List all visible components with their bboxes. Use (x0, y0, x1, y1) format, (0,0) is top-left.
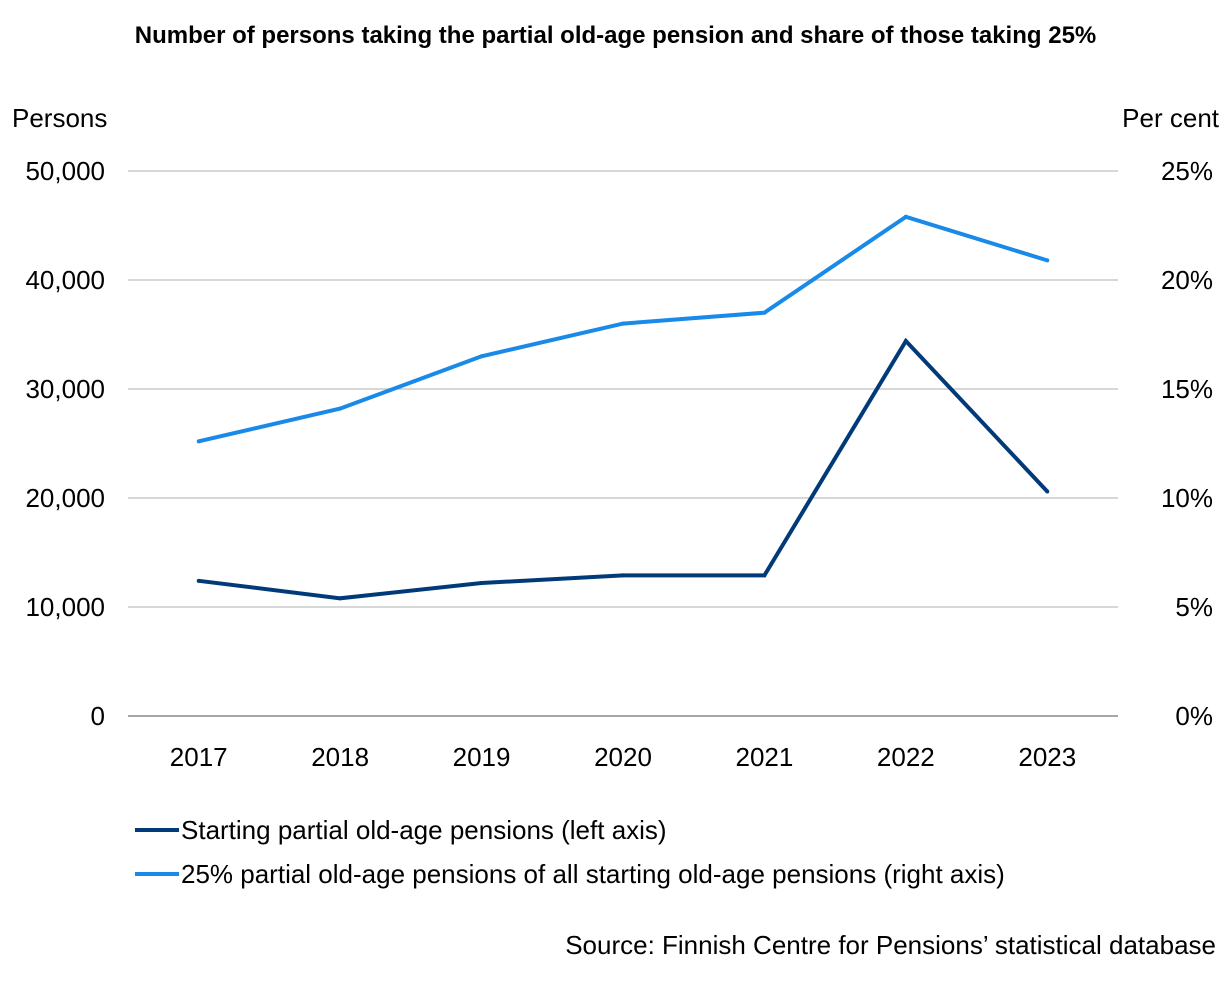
legend-item-25pct-share[interactable]: 25% partial old-age pensions of all star… (135, 852, 1005, 896)
right-tick-label: 5% (1175, 592, 1213, 622)
chart-title: Number of persons taking the partial old… (134, 22, 1097, 49)
series-line-25pct-share[interactable] (198, 214, 1048, 444)
data-point[interactable] (903, 339, 908, 344)
data-point[interactable] (762, 310, 767, 315)
data-point[interactable] (338, 406, 343, 411)
data-point[interactable] (1045, 258, 1050, 263)
left-tick-label: 40,000 (25, 265, 105, 295)
right-tick-label: 0% (1175, 701, 1213, 731)
right-axis-ticks: 0% 5% 10% 15% 20% 25% (1161, 156, 1213, 731)
right-axis-label: Per cent (1122, 103, 1220, 133)
data-point[interactable] (479, 581, 484, 586)
data-point[interactable] (196, 439, 201, 444)
legend-swatch-dark (135, 828, 179, 832)
x-tick-label: 2023 (1018, 742, 1076, 772)
legend-swatch-light (135, 872, 179, 876)
left-tick-label: 50,000 (25, 156, 105, 186)
data-point[interactable] (621, 321, 625, 326)
x-tick-label: 2017 (170, 742, 228, 772)
right-tick-label: 15% (1161, 374, 1213, 404)
left-axis-label: Persons (12, 103, 107, 133)
source-note: Source: Finnish Centre for Pensions’ sta… (565, 930, 1216, 960)
x-tick-label: 2020 (594, 742, 652, 772)
x-axis-ticks: 2017 2018 2019 2020 2021 2022 2023 (170, 742, 1076, 772)
legend-label: 25% partial old-age pensions of all star… (181, 858, 1005, 889)
legend: Starting partial old-age pensions (left … (135, 808, 1005, 896)
data-point[interactable] (762, 573, 767, 578)
left-axis-ticks: 0 10,000 20,000 30,000 40,000 50,000 (25, 156, 105, 731)
data-point[interactable] (196, 578, 201, 583)
series-line-starting-pensions[interactable] (198, 337, 1049, 601)
x-tick-label: 2018 (311, 742, 369, 772)
x-tick-label: 2019 (453, 742, 511, 772)
data-point[interactable] (479, 354, 484, 359)
right-tick-label: 10% (1161, 483, 1213, 513)
left-tick-label: 20,000 (25, 483, 105, 513)
right-tick-label: 20% (1161, 265, 1213, 295)
x-tick-label: 2021 (736, 742, 794, 772)
data-point[interactable] (621, 573, 625, 578)
legend-label: Starting partial old-age pensions (left … (181, 814, 667, 845)
left-tick-label: 30,000 (25, 374, 105, 404)
left-tick-label: 0 (91, 701, 105, 731)
data-point[interactable] (903, 214, 908, 219)
legend-item-starting-pensions[interactable]: Starting partial old-age pensions (left … (135, 808, 1005, 852)
right-tick-label: 25% (1161, 156, 1213, 186)
series-lines (196, 214, 1050, 601)
left-tick-label: 10,000 (25, 592, 105, 622)
gridlines (128, 170, 1118, 717)
x-tick-label: 2022 (877, 742, 935, 772)
data-point[interactable] (338, 596, 343, 601)
data-point[interactable] (1045, 489, 1050, 494)
